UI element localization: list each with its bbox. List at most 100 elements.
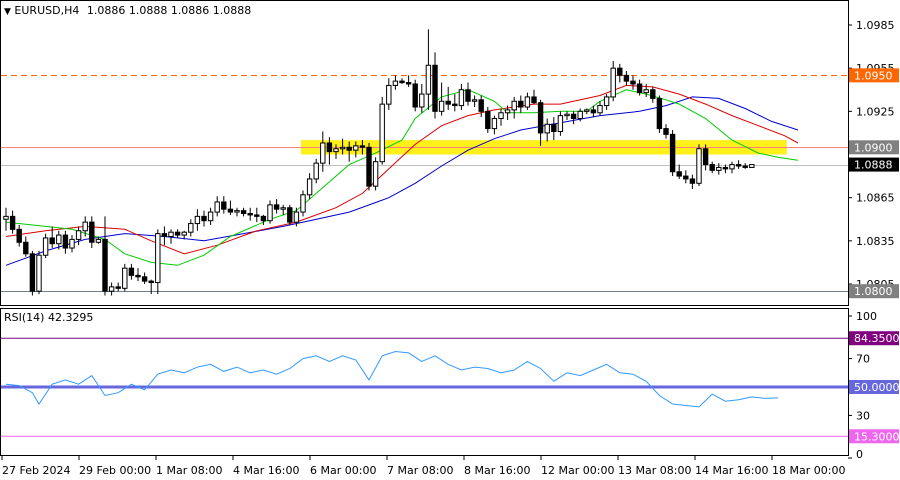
candle-body — [438, 100, 445, 112]
rsi-tick-label: 30 — [856, 409, 870, 422]
candle — [214, 196, 220, 217]
price-panel-frame — [0, 0, 849, 306]
candle-body — [122, 267, 128, 289]
rsi-header: RSI(14) 42.3295 — [4, 311, 93, 324]
candle — [181, 230, 187, 240]
candle — [696, 144, 702, 187]
candle — [386, 78, 392, 110]
candle — [260, 214, 267, 226]
candle-body — [320, 142, 326, 164]
candle — [465, 82, 471, 106]
candle — [412, 79, 418, 112]
candle — [709, 161, 715, 174]
candle — [630, 75, 636, 90]
candle-body — [485, 110, 491, 130]
time-tick-label: 1 Mar 08:00 — [156, 464, 222, 477]
candle — [69, 235, 75, 253]
rsi-level-tag-box — [849, 380, 899, 394]
candle-body — [392, 80, 399, 86]
rsi-level-tag-label: 50.0000 — [854, 381, 900, 394]
candle — [108, 282, 115, 296]
candle — [531, 89, 537, 105]
candle — [597, 101, 603, 116]
candle-body — [386, 84, 392, 105]
candle — [188, 219, 194, 237]
candle — [379, 96, 385, 165]
candle-body — [69, 238, 75, 249]
candle — [683, 170, 689, 184]
candle-body — [181, 231, 187, 236]
candle — [491, 115, 498, 135]
candle-body — [537, 102, 544, 134]
candle-body — [240, 210, 247, 214]
candle-body — [155, 233, 161, 284]
candle — [89, 216, 95, 249]
candle — [511, 96, 517, 119]
candle — [280, 204, 286, 215]
rsi-tick-label: 100 — [856, 310, 877, 323]
candle — [603, 94, 610, 110]
candle-body — [498, 112, 504, 120]
candle-body — [42, 237, 49, 256]
candle-body — [161, 233, 168, 238]
candle — [326, 137, 333, 165]
candle-body — [372, 161, 379, 187]
candle-body — [551, 123, 557, 132]
ohlc-readout: 1.0886 1.0888 1.0886 1.0888 — [86, 4, 252, 17]
candle-body — [742, 165, 748, 168]
time-tick-label: 14 Mar 16:00 — [695, 464, 768, 477]
candle-body — [207, 211, 214, 222]
candle — [425, 29, 432, 110]
candle-body — [62, 234, 69, 249]
candle-body — [445, 100, 451, 105]
time-tick-label: 7 Mar 08:00 — [387, 464, 453, 477]
candle-body — [56, 234, 62, 245]
candle-body — [570, 113, 577, 120]
candle-body — [260, 215, 267, 222]
candle — [49, 226, 55, 249]
candle — [9, 210, 16, 234]
candle-body — [168, 231, 174, 238]
candle-body — [722, 166, 729, 170]
candle-body — [115, 286, 121, 289]
candle — [287, 204, 293, 226]
candle — [504, 105, 511, 120]
candle — [570, 111, 577, 125]
candle-body — [174, 231, 181, 236]
candle-body — [221, 201, 227, 210]
time-tick-label: 8 Mar 16:00 — [464, 464, 530, 477]
candles-group — [3, 29, 755, 296]
candle-body — [412, 83, 418, 108]
candle-body — [247, 212, 253, 216]
rsi-level-tag-box — [849, 331, 899, 346]
candle-body — [425, 64, 432, 95]
candle — [438, 82, 445, 116]
time-tick-label: 6 Mar 00:00 — [310, 464, 376, 477]
candle-body — [610, 67, 616, 98]
candle — [300, 190, 306, 217]
candle — [267, 200, 273, 224]
candle-body — [399, 80, 405, 84]
candle — [366, 142, 372, 191]
time-tick-label: 12 Mar 00:00 — [541, 464, 614, 477]
price-tag-label: 1.0950 — [854, 69, 893, 82]
candle — [656, 95, 663, 133]
candle-body — [23, 241, 29, 255]
candle-body — [617, 67, 623, 76]
candle — [610, 60, 616, 102]
candle-body — [128, 267, 135, 276]
candle-body — [623, 74, 630, 82]
candle-body — [689, 178, 696, 184]
candle-body — [584, 109, 590, 112]
candle-body — [333, 148, 339, 153]
candle-body — [419, 93, 425, 108]
candle — [82, 216, 88, 237]
candle-body — [663, 128, 669, 135]
candle-body — [194, 215, 201, 225]
menu-triangle-icon[interactable]: ▼ — [4, 7, 11, 17]
candle — [234, 207, 240, 217]
candle — [174, 229, 181, 238]
candle — [155, 229, 161, 295]
candle — [524, 92, 531, 110]
candle-body — [511, 100, 517, 111]
